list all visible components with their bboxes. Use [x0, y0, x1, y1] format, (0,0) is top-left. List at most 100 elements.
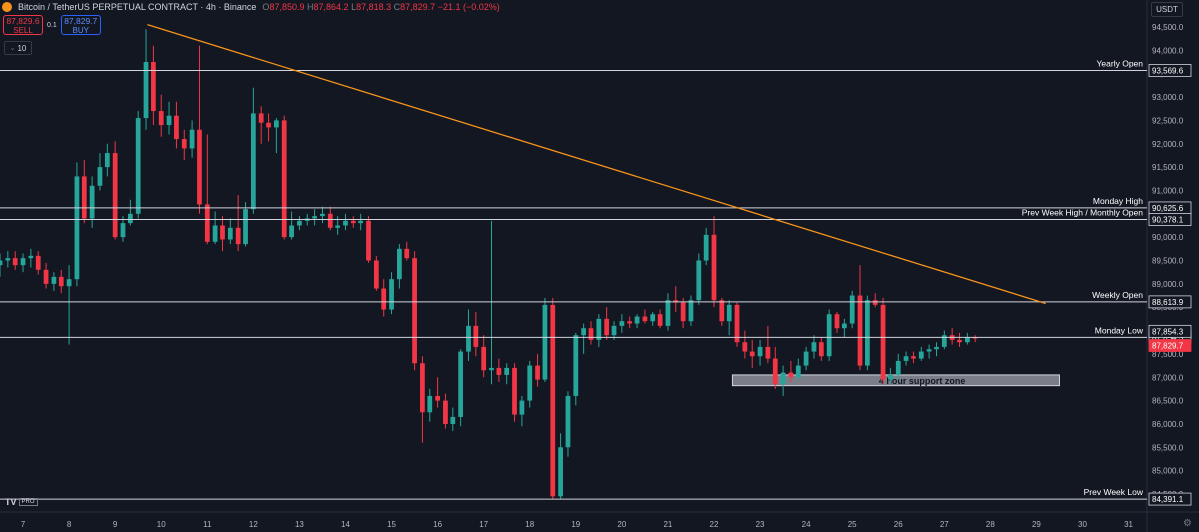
level-price-tag [1148, 64, 1192, 77]
bitcoin-logo-icon [2, 2, 12, 12]
candle-up [504, 367, 510, 375]
candle-up [89, 185, 95, 219]
candle-up [757, 346, 763, 357]
candle-up [688, 300, 694, 322]
candle-up [903, 356, 909, 361]
candle-down [373, 260, 379, 289]
candle-up [841, 323, 847, 329]
candle-down [235, 227, 241, 245]
level-label: Prev Week High / Monthly Open [1022, 207, 1144, 217]
price-tick-label: 89,000.0 [1152, 280, 1184, 289]
time-tick-label: 15 [387, 520, 396, 529]
level-price-label: 88,613.9 [1152, 298, 1184, 307]
candle-up [312, 216, 317, 219]
candle-up [427, 395, 433, 413]
level-label: Prev Week Low [1084, 487, 1144, 497]
symbol-title[interactable]: Bitcoin / TetherUS PERPETUAL CONTRACT · … [18, 2, 257, 12]
gear-icon[interactable]: ⚙ [1183, 518, 1192, 529]
sell-button[interactable]: 87,829.6 SELL [3, 15, 43, 35]
candle-up [811, 342, 817, 352]
candle-down [12, 258, 18, 266]
time-tick-label: 30 [1078, 520, 1087, 529]
candle-down [772, 358, 778, 385]
candle-up [135, 118, 141, 214]
candle-down [412, 258, 417, 364]
candle-down [972, 337, 978, 339]
candle-up [865, 300, 870, 366]
candle-down [58, 276, 64, 287]
time-tick-label: 31 [1124, 520, 1133, 529]
trade-panel: 87,829.6 SELL 0.1 87,829.7 BUY [3, 15, 101, 35]
candle-down [404, 248, 410, 259]
buy-price: 87,829.7 [64, 16, 98, 26]
price-tag-label: 87,854.3 [1152, 327, 1184, 336]
price-tick-label: 87,500.0 [1152, 350, 1184, 359]
lots-toggle[interactable]: ⌄ 10 [4, 41, 32, 55]
candle-down [535, 365, 540, 380]
candle-up [297, 220, 302, 226]
candle-up [358, 220, 364, 224]
candle-up [941, 335, 947, 347]
candle-down [512, 367, 517, 415]
tradingview-logo[interactable]: TV PRO [5, 497, 38, 507]
candle-up [964, 337, 970, 343]
price-tick-label: 92,000.0 [1152, 140, 1184, 149]
candle-up [458, 351, 464, 417]
candle-down [734, 304, 740, 343]
candle-up [803, 351, 809, 366]
close-value: 87,829.7 [400, 2, 436, 12]
spread-value: 0.1 [47, 21, 57, 29]
buy-button[interactable]: 87,829.7 BUY [60, 15, 101, 35]
candle-down [151, 62, 156, 112]
candle-down [481, 346, 487, 371]
candle-up [51, 276, 57, 284]
time-tick-label: 23 [756, 520, 765, 529]
candle-up [320, 213, 325, 217]
price-tick-label: 90,000.0 [1152, 233, 1184, 242]
candle-down [749, 351, 755, 357]
candle-down [711, 234, 717, 301]
candle-down [258, 113, 264, 123]
time-tick-label: 11 [203, 520, 212, 529]
price-tick-label: 91,500.0 [1152, 163, 1184, 172]
open-value: 87,850.9 [269, 2, 305, 12]
candle-down [473, 325, 479, 347]
candle-down [642, 316, 648, 322]
level-price-label: 84,391.1 [1152, 495, 1184, 504]
candle-up [634, 316, 640, 324]
level-price-tag [1148, 295, 1192, 309]
candle-down [957, 339, 962, 343]
candle-up [542, 304, 548, 380]
time-tick-label: 10 [157, 520, 166, 529]
level-price-tag [1148, 213, 1192, 226]
candle-down [112, 153, 118, 238]
price-tick-label: 92,500.0 [1152, 116, 1184, 125]
candle-down [657, 314, 663, 326]
symbol-header: Bitcoin / TetherUS PERPETUAL CONTRACT · … [0, 0, 500, 14]
time-tick-label: 19 [571, 520, 580, 529]
candle-up [527, 365, 533, 401]
candle-down [765, 346, 771, 359]
candle-up [650, 314, 656, 322]
candle-up [573, 335, 579, 396]
time-tick-label: 18 [525, 520, 534, 529]
price-tick-label: 94,500.0 [1152, 23, 1184, 32]
time-tick-label: 17 [479, 520, 488, 529]
time-tick-label: 13 [295, 520, 304, 529]
time-tick-label: 8 [67, 520, 72, 529]
candle-up [780, 372, 786, 385]
candle-down [443, 400, 448, 424]
candle-up [189, 129, 195, 149]
level-price-label: 87,854.3 [1152, 333, 1184, 342]
price-tag [1148, 324, 1192, 338]
price-tick-label: 91,000.0 [1152, 186, 1184, 195]
time-tick-label: 21 [663, 520, 672, 529]
level-price-label: 90,625.6 [1152, 204, 1184, 213]
candle-up [918, 351, 924, 359]
candle-up [143, 62, 149, 119]
candle-up [66, 279, 72, 287]
currency-selector[interactable]: USDT [1151, 2, 1183, 17]
candle-up [895, 360, 901, 375]
candle-down [673, 300, 679, 303]
